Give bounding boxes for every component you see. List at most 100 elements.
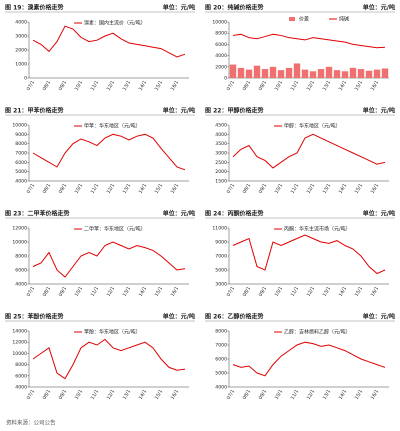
series-line: [32, 241, 186, 278]
bar: [381, 68, 389, 78]
bar: [349, 67, 357, 78]
y-tick-label: 14000: [12, 329, 27, 335]
x-tick-label: 10/1: [274, 183, 284, 195]
y-tick-label: 6000: [15, 373, 27, 379]
legend-label: 纯碱: [339, 16, 349, 23]
x-tick-label: 15/1: [154, 80, 164, 92]
figure-title: 图 23：二甲苯价格走势: [5, 210, 69, 218]
x-tick-label: 13/1: [322, 80, 332, 92]
x-tick-label: 09/1: [58, 183, 68, 195]
x-tick-label: 14/1: [338, 80, 348, 92]
x-tick-label: 15/1: [354, 389, 364, 401]
y-tick-label: 3000: [215, 151, 227, 157]
x-tick-label: 11/1: [90, 286, 100, 298]
x-tick-label: 10/1: [274, 389, 284, 401]
bar: [237, 67, 245, 78]
y-tick-label: 4000: [15, 282, 27, 288]
y-tick-label: 4000: [15, 385, 27, 391]
x-tick-label: 16/1: [170, 183, 180, 195]
legend-label: 丙酮：华东主流市场（元/吨）: [284, 226, 351, 233]
y-tick-label: 2000: [215, 64, 227, 70]
x-tick-label: 16/1: [170, 389, 180, 401]
x-tick-label: 12/1: [306, 389, 316, 401]
x-tick-label: 12/1: [106, 286, 116, 298]
x-tick-label: 09/1: [58, 286, 68, 298]
x-tick-label: 09/1: [58, 389, 68, 401]
x-tick-label: 14/1: [338, 183, 348, 195]
series-line: [232, 33, 386, 49]
bar: [309, 71, 317, 78]
x-tick-label: 10/1: [274, 80, 284, 92]
x-tick-label: 10/1: [74, 286, 84, 298]
x-tick-label: 16/1: [170, 286, 180, 298]
y-tick-label: 10000: [12, 240, 27, 246]
bar: [365, 70, 373, 78]
x-tick-label: 07/1: [226, 80, 236, 92]
y-tick-label: 3000: [15, 34, 27, 40]
source-note: 资料来源：公司公告: [6, 419, 56, 427]
x-tick-label: 16/1: [370, 183, 380, 195]
legend-label: 价差: [299, 16, 309, 23]
y-tick-label: 5000: [215, 371, 227, 377]
x-tick-label: 10/1: [74, 389, 84, 401]
x-tick-label: 15/1: [154, 183, 164, 195]
y-tick-label: 8000: [15, 254, 27, 260]
x-tick-label: 13/1: [322, 389, 332, 401]
x-tick-label: 07/1: [226, 389, 236, 401]
x-tick-label: 16/1: [170, 80, 180, 92]
x-tick-label: 07/1: [226, 183, 236, 195]
series-line: [32, 133, 186, 171]
x-tick-label: 08/1: [242, 286, 252, 298]
x-tick-label: 13/1: [322, 286, 332, 298]
x-tick-label: 07/1: [26, 80, 36, 92]
y-tick-label: 8000: [215, 329, 227, 335]
y-tick-label: 3000: [215, 282, 227, 288]
y-tick-label: 3500: [215, 141, 227, 147]
x-tick-label: 15/1: [354, 80, 364, 92]
y-tick-label: 12000: [12, 340, 27, 346]
x-tick-label: 09/1: [58, 80, 68, 92]
x-tick-label: 14/1: [338, 286, 348, 298]
y-tick-label: 4000: [15, 179, 27, 185]
y-tick-label: 6000: [215, 357, 227, 363]
y-tick-label: 4000: [215, 53, 227, 59]
figure-unit: 单位：元/吨: [363, 210, 395, 218]
bar: [341, 71, 349, 78]
legend-swatch: [289, 17, 295, 21]
x-tick-label: 12/1: [306, 80, 316, 92]
legend-label: 甲醇：华东地区（元/吨）: [284, 123, 341, 130]
x-tick-label: 15/1: [154, 389, 164, 401]
y-tick-label: 9000: [15, 132, 27, 138]
x-tick-label: 08/1: [42, 389, 52, 401]
legend-label: 溴素：国内主流价（元/吨）: [84, 20, 146, 27]
x-tick-label: 09/1: [258, 80, 268, 92]
y-tick-label: 7000: [215, 343, 227, 349]
series-line: [32, 25, 186, 58]
y-tick-label: 2000: [15, 48, 27, 54]
y-tick-label: 12000: [12, 226, 27, 232]
bar: [373, 69, 381, 78]
x-tick-label: 11/1: [90, 80, 100, 92]
x-tick-label: 08/1: [242, 389, 252, 401]
x-tick-label: 10/1: [274, 286, 284, 298]
x-tick-label: 08/1: [242, 80, 252, 92]
y-tick-label: 6000: [15, 160, 27, 166]
x-tick-label: 10/1: [74, 80, 84, 92]
figure-title: 图 24：丙酮价格走势: [205, 210, 263, 218]
x-tick-label: 11/1: [290, 389, 300, 401]
x-tick-label: 13/1: [122, 183, 132, 195]
x-tick-label: 08/1: [42, 80, 52, 92]
x-tick-label: 11/1: [90, 389, 100, 401]
x-tick-label: 15/1: [154, 286, 164, 298]
x-tick-label: 13/1: [322, 183, 332, 195]
y-tick-label: 4000: [215, 385, 227, 391]
figure-unit: 单位：元/吨: [163, 107, 195, 115]
x-tick-label: 12/1: [306, 183, 316, 195]
bar: [317, 69, 325, 78]
bar: [285, 67, 293, 78]
x-tick-label: 14/1: [138, 183, 148, 195]
figure-unit: 单位：元/吨: [163, 313, 195, 321]
series-line: [232, 133, 386, 169]
x-tick-label: 09/1: [258, 389, 268, 401]
